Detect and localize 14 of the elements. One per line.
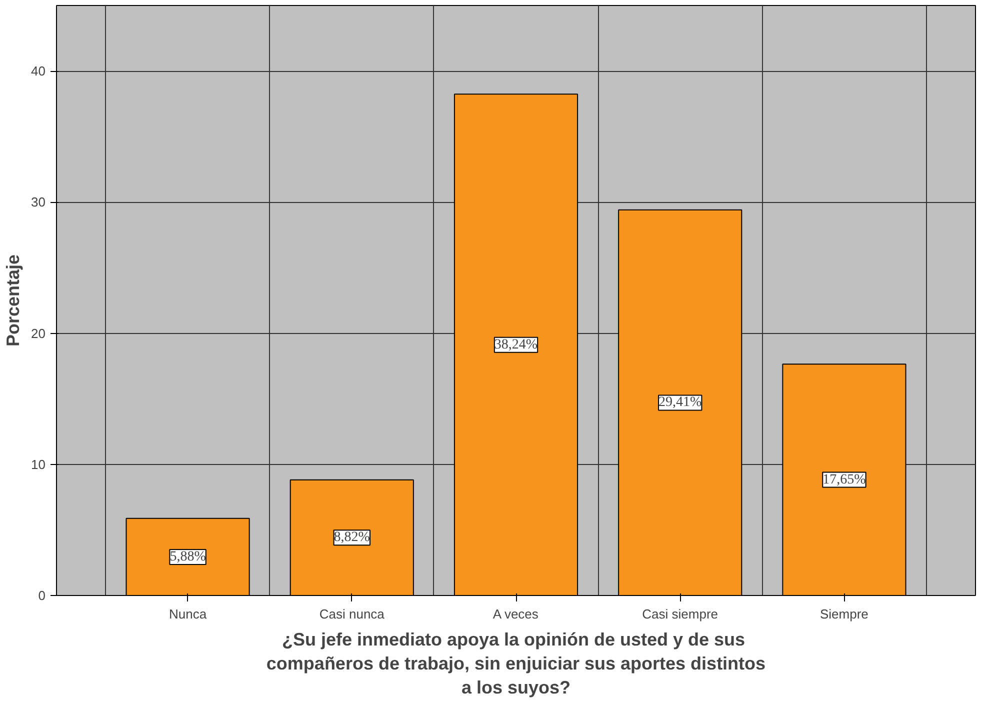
x-tick-label: A veces [492,606,539,622]
y-axis-title: Porcentaje [3,254,24,347]
y-tick-label: 40 [31,64,46,79]
x-tick-label: Nunca [168,606,208,622]
y-tick-label: 0 [38,588,46,603]
y-tick-label: 30 [31,194,46,210]
data-label: 38,24% [494,337,538,352]
x-tick-label: Casi siempre [642,606,718,622]
x-tick-label: Casi nunca [319,606,386,622]
data-label: 5,88% [170,549,206,564]
x-tick-label: Siempre [820,606,868,622]
y-tick-label: 10 [31,456,46,472]
y-tick-label: 20 [31,326,46,341]
x-axis-title: ¿Su jefe inmediato apoya la opinión de usted y de sus compañeros de trabajo, sin enjuiciar sus aportes distintos a los suyos? [266,630,766,698]
